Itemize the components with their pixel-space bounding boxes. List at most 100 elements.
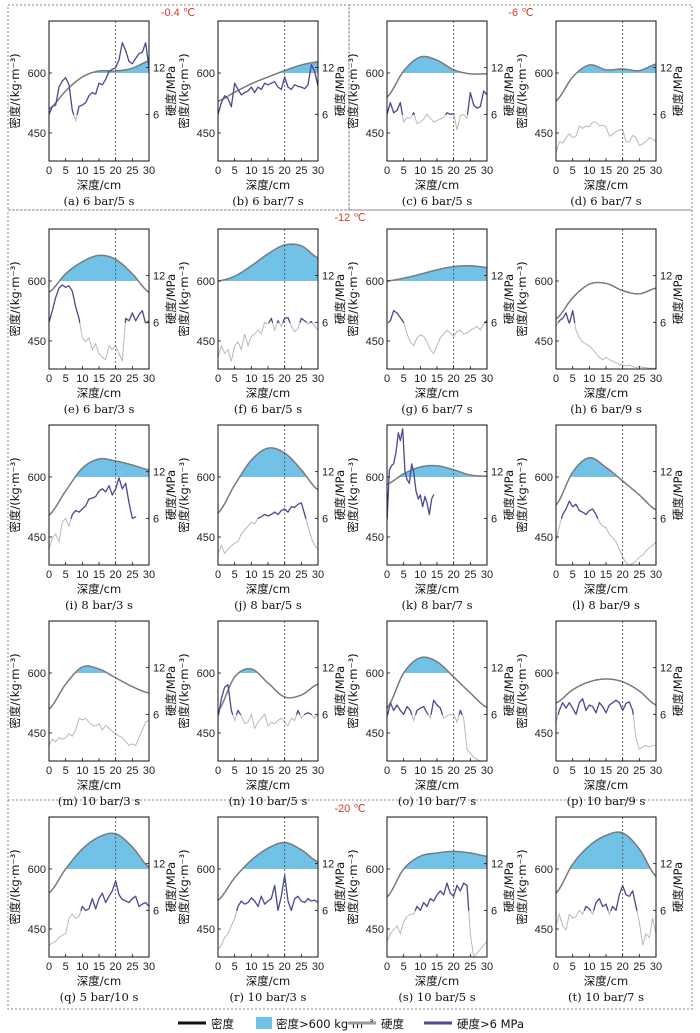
x-tick-label: 25 bbox=[126, 569, 138, 581]
x-tick-label: 25 bbox=[464, 569, 476, 581]
y-right-tick-label: 12 bbox=[153, 63, 165, 75]
hardness-high-line bbox=[218, 684, 312, 715]
y-right-tick-label: 12 bbox=[153, 467, 165, 479]
x-tick-label: 25 bbox=[464, 765, 476, 777]
y-right-tick-label: 6 bbox=[153, 513, 159, 525]
density-line bbox=[49, 60, 149, 110]
y-left-axis-title: 密度/(kg·m⁻³) bbox=[346, 849, 360, 924]
x-tick-label: 30 bbox=[143, 961, 155, 973]
y-left-axis-title: 密度/(kg·m⁻³) bbox=[346, 653, 360, 728]
x-tick-label: 0 bbox=[553, 165, 559, 177]
y-left-axis-title: 密度/(kg·m⁻³) bbox=[515, 849, 529, 924]
density-line bbox=[218, 243, 318, 282]
y-left-tick-label: 450 bbox=[366, 924, 384, 936]
x-tick-label: 5 bbox=[401, 569, 407, 581]
y-right-tick-label: 6 bbox=[322, 709, 328, 721]
y-left-tick-label: 450 bbox=[197, 336, 215, 348]
subplot: 0 5 10 15 20 25 30 450 600 6 12 深度/cm 密度/(kg·m⁻³) 硬度/… bbox=[177, 20, 347, 208]
y-right-tick-label: 6 bbox=[322, 317, 328, 329]
x-tick-label: 20 bbox=[279, 765, 291, 777]
hardness-line bbox=[218, 683, 318, 730]
x-tick-label: 0 bbox=[553, 569, 559, 581]
x-tick-label: 10 bbox=[76, 569, 88, 581]
x-tick-label: 20 bbox=[110, 569, 122, 581]
subplot: 0 5 10 15 20 25 30 450 600 6 12 深度/cm 密度/(kg·m⁻³) 硬度/… bbox=[515, 816, 685, 1004]
y-right-tick-label: 12 bbox=[660, 271, 672, 283]
y-right-tick-label: 6 bbox=[322, 109, 328, 121]
x-axis-title: 深度/cm bbox=[415, 178, 459, 192]
x-tick-label: 5 bbox=[570, 373, 576, 385]
x-tick-label: 0 bbox=[46, 569, 52, 581]
subplot: 0 5 10 15 20 25 30 450 600 6 12 深度/cm 密度/(kg·m⁻³) 硬度/… bbox=[177, 424, 347, 612]
y-left-tick-label: 450 bbox=[197, 532, 215, 544]
x-tick-label: 20 bbox=[617, 165, 629, 177]
y-left-tick-label: 450 bbox=[366, 532, 384, 544]
subplot: 0 5 10 15 20 25 30 450 600 6 12 深度/cm 密度/(kg·m⁻³) 硬度/… bbox=[177, 620, 347, 808]
x-tick-label: 15 bbox=[262, 165, 274, 177]
y-left-tick-label: 600 bbox=[28, 668, 46, 680]
x-axis-title: 深度/cm bbox=[584, 582, 628, 596]
y-right-tick-label: 6 bbox=[491, 905, 497, 917]
y-left-tick-label: 450 bbox=[28, 128, 46, 140]
y-right-axis-title: 硬度/MPa bbox=[671, 862, 685, 912]
hardness-high-line bbox=[49, 42, 149, 115]
y-right-tick-label: 6 bbox=[153, 109, 159, 121]
density-line bbox=[556, 456, 656, 511]
y-right-axis-title: 硬度/MPa bbox=[502, 470, 516, 520]
x-tick-label: 0 bbox=[553, 373, 559, 385]
density-fill-area bbox=[49, 255, 149, 281]
x-tick-label: 15 bbox=[262, 765, 274, 777]
x-tick-label: 15 bbox=[600, 569, 612, 581]
y-right-tick-label: 6 bbox=[153, 317, 159, 329]
x-tick-label: 0 bbox=[384, 373, 390, 385]
y-right-axis-title: 硬度/MPa bbox=[333, 66, 347, 116]
plot-frame bbox=[555, 424, 657, 566]
subplot: 0 5 10 15 20 25 30 450 600 6 12 深度/cm 密度/(kg·m⁻³) 硬度/… bbox=[515, 620, 685, 808]
subplot: 0 5 10 15 20 25 30 450 600 6 12 深度/cm 密度/(kg·m⁻³) 硬度/… bbox=[346, 620, 516, 808]
x-tick-label: 5 bbox=[63, 373, 69, 385]
hardness-high-line bbox=[70, 477, 137, 519]
x-tick-label: 10 bbox=[76, 961, 88, 973]
hardness-line bbox=[387, 699, 487, 761]
hardness-line bbox=[49, 41, 149, 123]
density-fill-area bbox=[556, 832, 656, 869]
x-tick-label: 25 bbox=[295, 373, 307, 385]
x-tick-label: 25 bbox=[464, 373, 476, 385]
x-tick-label: 20 bbox=[448, 569, 460, 581]
y-right-axis-title: 硬度/MPa bbox=[164, 666, 178, 716]
x-tick-label: 25 bbox=[295, 165, 307, 177]
x-tick-label: 20 bbox=[279, 165, 291, 177]
y-right-axis-title: 硬度/MPa bbox=[164, 470, 178, 520]
y-left-axis-title: 密度/(kg·m⁻³) bbox=[8, 53, 22, 128]
y-left-tick-label: 450 bbox=[535, 336, 553, 348]
x-tick-label: 25 bbox=[633, 765, 645, 777]
hardness-line bbox=[218, 317, 318, 362]
subplot: 0 5 10 15 20 25 30 450 600 6 12 深度/cm 密度/(kg·m⁻³) 硬度/… bbox=[346, 228, 516, 416]
x-tick-label: 20 bbox=[110, 961, 122, 973]
subplot-caption: (f) 6 bar/5 s bbox=[234, 402, 302, 416]
x-tick-label: 0 bbox=[215, 765, 221, 777]
y-left-axis-title: 密度/(kg·m⁻³) bbox=[177, 849, 191, 924]
y-right-axis-title: 硬度/MPa bbox=[671, 666, 685, 716]
y-right-tick-label: 6 bbox=[322, 905, 328, 917]
y-left-axis-title: 密度/(kg·m⁻³) bbox=[8, 653, 22, 728]
x-tick-label: 20 bbox=[448, 373, 460, 385]
x-tick-label: 10 bbox=[414, 373, 426, 385]
y-left-tick-label: 600 bbox=[535, 864, 553, 876]
x-tick-label: 0 bbox=[384, 765, 390, 777]
y-right-tick-label: 12 bbox=[322, 663, 334, 675]
x-tick-label: 5 bbox=[232, 765, 238, 777]
x-tick-label: 25 bbox=[126, 165, 138, 177]
y-right-tick-label: 12 bbox=[153, 271, 165, 283]
hardness-high-line bbox=[583, 884, 638, 911]
y-left-tick-label: 450 bbox=[28, 532, 46, 544]
density-line bbox=[387, 464, 487, 485]
hardness-line bbox=[218, 875, 318, 950]
y-right-tick-label: 12 bbox=[491, 271, 503, 283]
plot-frame bbox=[555, 20, 657, 162]
hardness-high-line bbox=[387, 699, 463, 715]
y-left-tick-label: 450 bbox=[28, 336, 46, 348]
hardness-line bbox=[49, 284, 149, 362]
x-tick-label: 10 bbox=[583, 373, 595, 385]
subplot: 0 5 10 15 20 25 30 450 600 6 12 深度/cm 密度/(kg·m⁻³) 硬度/… bbox=[346, 816, 516, 1004]
